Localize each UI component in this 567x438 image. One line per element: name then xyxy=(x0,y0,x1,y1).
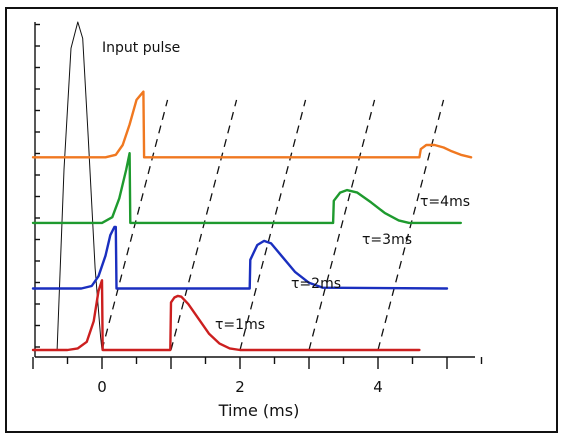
x-axis-tick-labels: 0 2 4 xyxy=(97,378,383,396)
series-trace-4 xyxy=(31,90,473,159)
traces xyxy=(31,21,473,352)
series-label-tau-2: τ=2ms xyxy=(291,276,341,292)
dashed-guide-line xyxy=(239,99,307,351)
dashed-guide-line xyxy=(101,99,169,351)
x-tick-label: 4 xyxy=(373,378,383,396)
input-pulse-trace xyxy=(56,21,103,351)
x-tick-label: 2 xyxy=(235,378,245,396)
dashed-guides xyxy=(101,99,445,351)
y-axis-ticks xyxy=(35,23,44,348)
x-axis-ticks xyxy=(32,357,483,369)
series-label-tau-3: τ=3ms xyxy=(362,232,412,248)
series-trace-2 xyxy=(31,225,449,290)
dashed-guide-line xyxy=(377,99,445,351)
chart-frame xyxy=(5,7,558,433)
input-pulse-label: Input pulse xyxy=(102,40,180,56)
series-label-tau-1: τ=1ms xyxy=(215,317,265,333)
series-label-tau-4: τ=4ms xyxy=(420,194,470,210)
series-trace-1 xyxy=(31,279,421,352)
x-tick-label: 0 xyxy=(97,378,107,396)
dashed-guide-line xyxy=(170,99,238,351)
axes: 0 2 4 xyxy=(32,22,483,396)
x-axis-title: Time (ms) xyxy=(218,401,300,420)
series-trace-3 xyxy=(31,152,462,225)
dashed-guide-line xyxy=(308,99,376,351)
